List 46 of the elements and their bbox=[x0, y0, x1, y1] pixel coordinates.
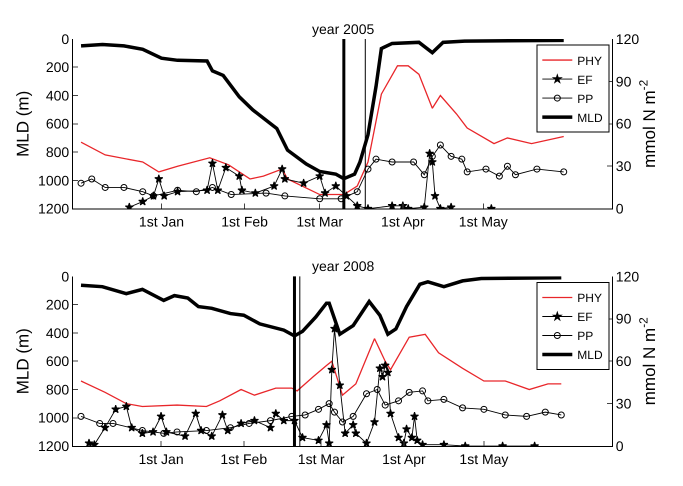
y-tick-label: 1200 bbox=[38, 200, 70, 217]
y-tick-label: 1000 bbox=[38, 172, 70, 188]
y2-tick-label: 30 bbox=[616, 158, 632, 174]
y-tick-label: 600 bbox=[46, 116, 70, 132]
legend-label: MLD bbox=[577, 110, 603, 125]
x-tick-label: 1st Mar bbox=[296, 213, 344, 230]
legend-label: PHY bbox=[577, 54, 602, 68]
legend-label: PP bbox=[577, 92, 594, 106]
x-tick-label: 1st May bbox=[459, 450, 508, 467]
y2-tick-label: 90 bbox=[616, 73, 632, 90]
y-tick-label: 1200 bbox=[38, 438, 70, 454]
legend-label: PP bbox=[577, 329, 594, 344]
x-tick-label: 1st Apr bbox=[382, 450, 426, 467]
y-tick-label: 800 bbox=[46, 144, 70, 160]
y2-tick-label: 120 bbox=[616, 30, 640, 47]
chart-title: year 2005 bbox=[312, 21, 374, 37]
x-tick-label: 1st Jan bbox=[138, 213, 184, 230]
legend-label: EF bbox=[577, 72, 593, 87]
chart-title: year 2008 bbox=[312, 258, 374, 274]
x-tick-label: 1st Feb bbox=[220, 450, 268, 467]
y-axis-title: MLD (m) bbox=[14, 328, 33, 394]
x-tick-label: 1st Mar bbox=[298, 450, 345, 467]
y2-tick-label: 60 bbox=[616, 116, 632, 132]
y-tick-label: 200 bbox=[46, 59, 70, 76]
y-tick-label: 800 bbox=[46, 381, 70, 398]
y2-tick-label: 30 bbox=[616, 396, 632, 412]
y-tick-label: 0 bbox=[61, 268, 70, 284]
legend-label: EF bbox=[577, 310, 593, 324]
y2-tick-label: 90 bbox=[616, 310, 632, 327]
y-tick-label: 200 bbox=[46, 296, 70, 313]
y-tick-label: 400 bbox=[46, 324, 70, 341]
x-tick-label: 1st Feb bbox=[221, 213, 268, 230]
y-tick-label: 1000 bbox=[38, 410, 70, 426]
y2-tick-label: 0 bbox=[616, 200, 624, 217]
y-tick-label: 600 bbox=[46, 353, 70, 370]
x-tick-label: 1st May bbox=[458, 213, 508, 230]
legend-label: PHY bbox=[577, 291, 602, 306]
y2-tick-label: 120 bbox=[616, 268, 640, 284]
legend-label: MLD bbox=[577, 348, 603, 362]
y2-tick-label: 60 bbox=[616, 353, 632, 370]
y-axis-title: MLD (m) bbox=[14, 90, 33, 157]
y-tick-label: 400 bbox=[46, 87, 70, 104]
y-tick-label: 0 bbox=[61, 30, 70, 47]
x-tick-label: 1st Jan bbox=[138, 450, 184, 467]
y2-tick-label: 0 bbox=[616, 438, 624, 454]
x-tick-label: 1st Apr bbox=[381, 213, 425, 230]
